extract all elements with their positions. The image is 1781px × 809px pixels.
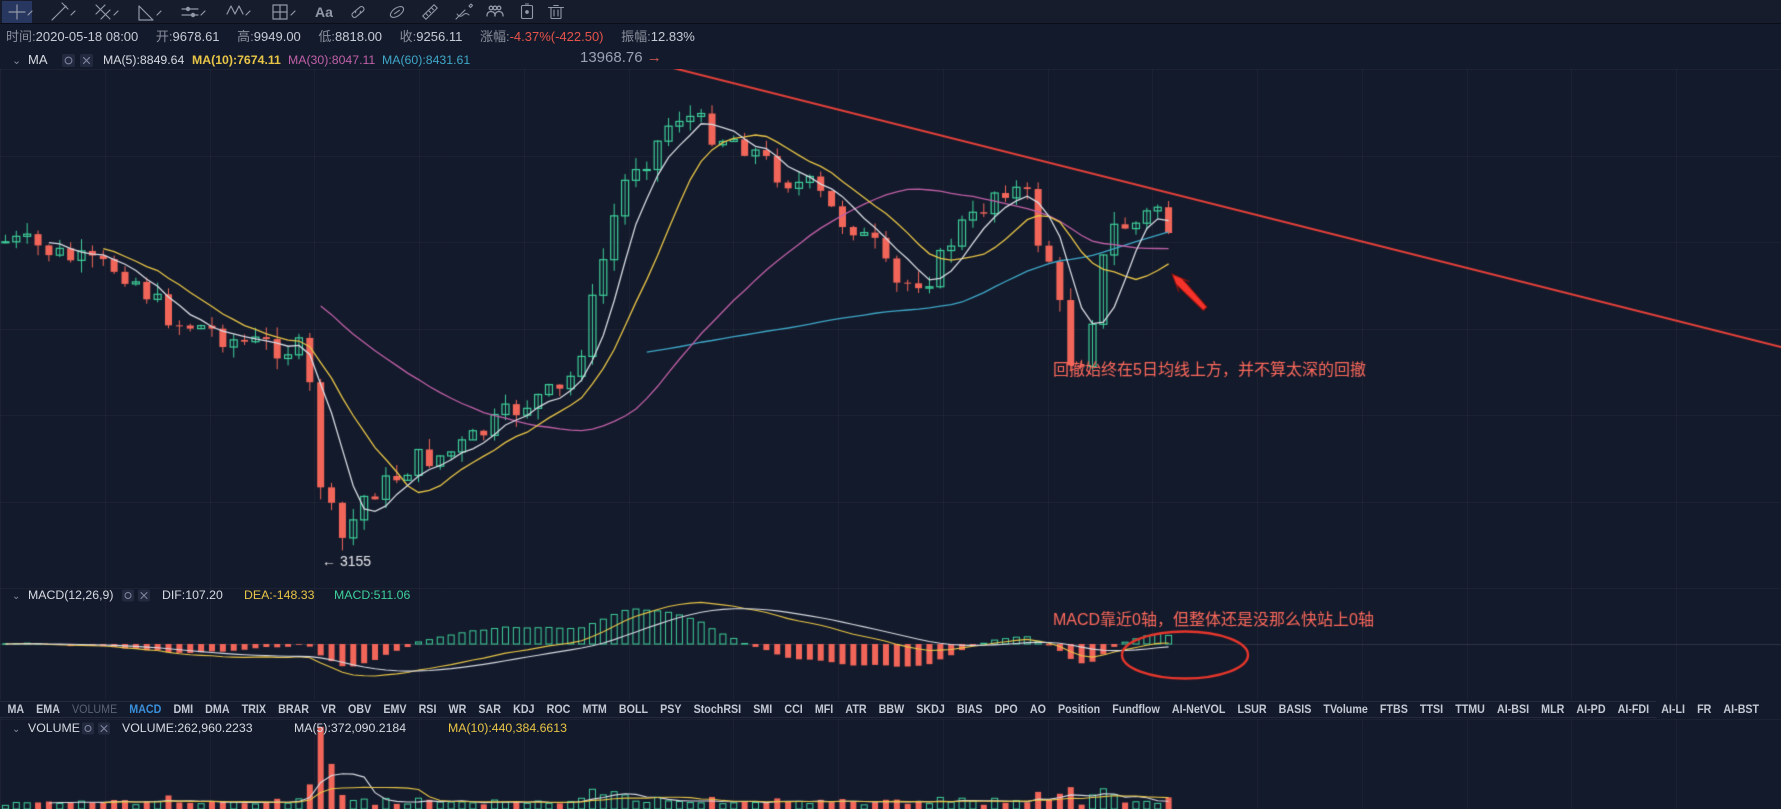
- svg-text:Aa: Aa: [315, 4, 333, 20]
- svg-text:MA(5):8849.64: MA(5):8849.64: [103, 53, 185, 67]
- svg-text:VOLUME:262,960.2233: VOLUME:262,960.2233: [122, 721, 253, 735]
- svg-text:MA(5):372,090.2184: MA(5):372,090.2184: [294, 721, 406, 735]
- svg-text:MA(10):7674.11: MA(10):7674.11: [192, 53, 281, 67]
- svg-text:MA(30):8047.11: MA(30):8047.11: [288, 53, 375, 67]
- svg-text:⌄: ⌄: [12, 55, 21, 67]
- svg-text:MA(60):8431.61: MA(60):8431.61: [382, 53, 470, 67]
- svg-text:MA: MA: [28, 52, 48, 67]
- svg-text:MA(10):440,384.6613: MA(10):440,384.6613: [448, 721, 567, 735]
- svg-text:VOLUME: VOLUME: [28, 721, 80, 735]
- svg-text:⌄: ⌄: [12, 724, 20, 735]
